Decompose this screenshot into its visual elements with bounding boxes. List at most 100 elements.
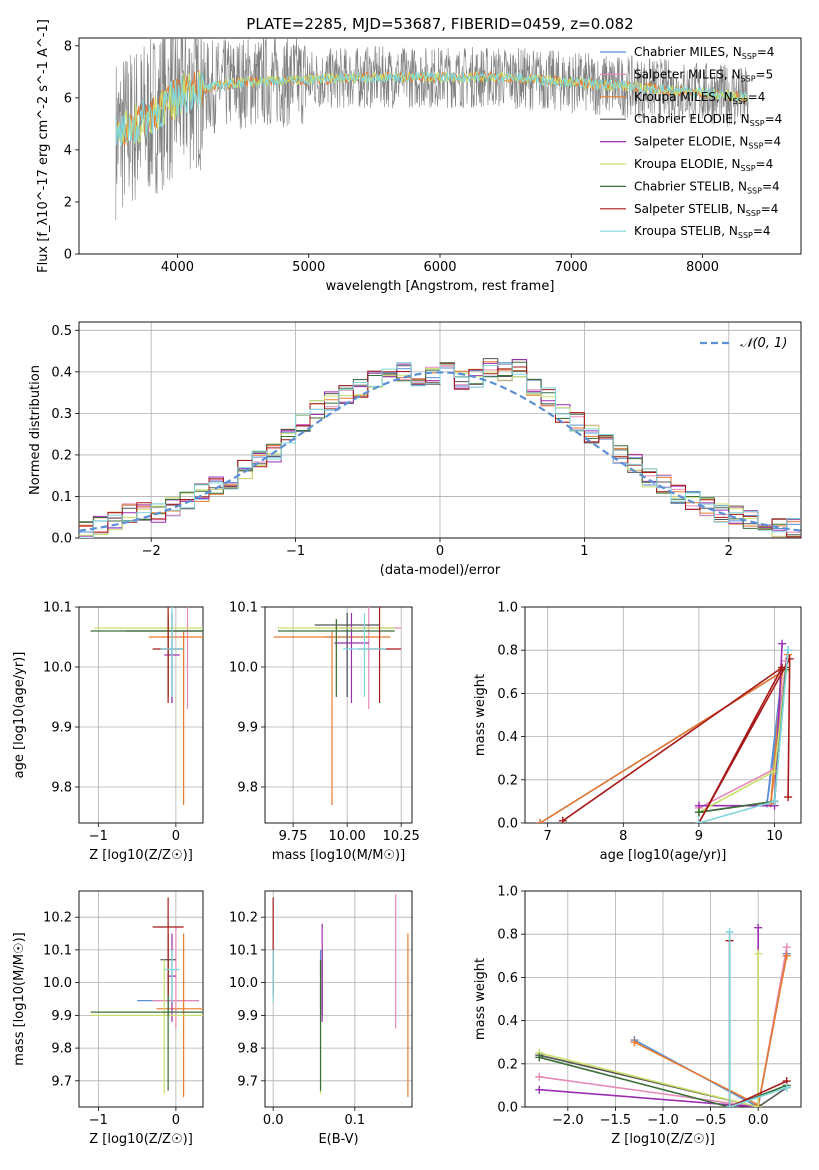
y-tick-label: 2 (64, 195, 72, 210)
x-tick-label: 9.75 (279, 829, 308, 844)
weight-series-line (539, 1056, 787, 1107)
x-tick-label: 0 (172, 829, 180, 844)
x-axis-label: mass [log10(M/M☉)] (272, 848, 405, 863)
x-tick-label: 5000 (292, 260, 325, 275)
y-tick-label: 1.0 (497, 601, 518, 616)
x-tick-label: 8 (619, 829, 627, 844)
weight-series-line (539, 947, 788, 1107)
weight_vs_age-panel: 7 8 9 10 0.0 0.2 0.4 0.6 0.8 1.0 age [log10(age/yr… (473, 601, 802, 863)
y-tick-label: 0.2 (497, 1057, 518, 1072)
x-tick-label: 1 (580, 544, 588, 559)
weight_vs_Z-panel: −2.0 −1.5 −1.0 −0.5 0.0 0.0 0.2 0.4 0.6 0.8 1.0 Z [… (473, 885, 802, 1147)
y-tick-label: 0.6 (497, 687, 518, 702)
weight-point-marker (536, 819, 545, 823)
y-tick-label: 0 (64, 248, 72, 263)
y-tick-label: 0.0 (497, 1101, 518, 1116)
weight-point-marker (754, 1103, 763, 1107)
y-tick-label: 10.0 (43, 661, 72, 676)
y-tick-label: 0.6 (497, 971, 518, 986)
y-tick-label: 9.9 (51, 721, 72, 736)
x-tick-label: −1.0 (647, 1113, 679, 1128)
x-tick-label: −1.5 (600, 1113, 632, 1128)
x-tick-label: −1 (89, 1113, 108, 1128)
normal-curve-line (79, 371, 801, 532)
x-tick-label: 0.1 (344, 1113, 365, 1128)
age_vs_mass-panel: 9.75 10.00 10.25 9.8 9.9 10.0 10.1 mass [log10(… (229, 601, 420, 864)
x-tick-label: 8000 (686, 260, 719, 275)
mass_vs_Z-panel: −1 0 9.7 9.8 9.9 10.0 10.1 10.2 Z [log10(Z/Z☉)] m… (12, 890, 204, 1147)
weight-point-marker (535, 1072, 544, 1081)
weight-point-marker (694, 819, 703, 823)
axes-frame (78, 321, 802, 539)
y-tick-label: 6 (64, 91, 72, 106)
spectrum-legend: Chabrier MILES, NSSP=4 Salpeter MILES, NS… (600, 45, 782, 240)
y-tick-label: 9.9 (51, 1009, 72, 1024)
y-axis-label: Flux [f_λ10^-17 erg cm^-2 s^-1 A^-1] (36, 19, 51, 273)
x-axis-label: E(B-V) (318, 1132, 358, 1147)
y-tick-label: 0.3 (51, 407, 72, 422)
age_vs_mass-errorbars (273, 607, 402, 805)
y-tick-label: 4 (64, 143, 72, 158)
x-tick-label: 2 (725, 544, 733, 559)
mass_vs_ebv-panel: 0.0 0.1 9.7 9.8 9.9 10.0 10.1 10.2 E(B-V) (229, 890, 413, 1147)
weight-point-marker (754, 923, 763, 932)
x-tick-label: 9 (695, 829, 703, 844)
x-axis-label: Z [log10(Z/Z☉)] (89, 848, 193, 863)
legend-entry: 𝒩(0, 1) (740, 336, 787, 351)
weight-point-marker (782, 1083, 791, 1092)
y-tick-label: 0.4 (51, 365, 72, 380)
y-tick-label: 0.4 (497, 730, 518, 745)
y-tick-label: 8 (64, 39, 72, 54)
spectrum-title: PLATE=2285, MJD=53687, FIBERID=0459, z=0… (246, 15, 633, 33)
weight-series-line (539, 1054, 788, 1107)
y-tick-label: 0.5 (51, 324, 72, 339)
x-axis-label: Z [log10(Z/Z☉)] (89, 1132, 193, 1147)
legend-entry: Salpeter ELODIE, NSSP=4 (634, 135, 781, 151)
legend-entry: Chabrier MILES, NSSP=4 (634, 45, 774, 61)
y-tick-label: 10.0 (229, 976, 258, 991)
weight_vs_Z-lines (535, 923, 791, 1107)
legend-entry: Salpeter STELIB, NSSP=4 (634, 202, 778, 218)
y-axis-label: Normed distribution (28, 365, 43, 495)
y-tick-label: 0.2 (497, 773, 518, 788)
x-axis-label: age [log10(age/yr)] (600, 848, 727, 863)
weight-point-marker (725, 1103, 734, 1107)
axes-frame (78, 37, 802, 255)
weight-point-marker (778, 639, 787, 648)
x-tick-label: 10.25 (383, 829, 420, 844)
observed-spectrum-line (115, 38, 749, 221)
legend-entry: Chabrier STELIB, NSSP=4 (634, 179, 780, 195)
y-tick-label: 0.4 (497, 1014, 518, 1029)
y-tick-label: 0.8 (497, 644, 518, 659)
weight-point-marker (535, 1085, 544, 1094)
legend-entry: Salpeter MILES, NSSP=5 (634, 67, 773, 83)
y-axis-label: mass [log10(M/M☉)] (12, 932, 27, 1065)
weight-series-line (728, 932, 787, 1107)
weight-point-marker (535, 1053, 544, 1062)
y-tick-label: 10.0 (43, 976, 72, 991)
y-axis-label: age [log10(age/yr)] (12, 652, 27, 779)
x-tick-label: 0.0 (263, 1113, 284, 1128)
y-tick-label: 9.8 (51, 781, 72, 796)
y-tick-label: 0.8 (497, 928, 518, 943)
axes-frame (78, 890, 204, 1108)
x-tick-label: −1 (89, 829, 108, 844)
legend-entry: Kroupa ELODIE, NSSP=4 (634, 157, 773, 173)
legend-entry: Chabrier ELODIE, NSSP=4 (634, 112, 782, 128)
weight-point-marker (778, 663, 787, 672)
x-tick-label: −2 (142, 544, 161, 559)
legend-entry: Kroupa STELIB, NSSP=4 (634, 224, 771, 240)
x-tick-label: −0.5 (695, 1113, 727, 1128)
y-tick-label: 10.2 (43, 911, 72, 926)
y-tick-label: 0.2 (51, 448, 72, 463)
y-tick-label: 1.0 (497, 885, 518, 900)
axes-frame (78, 606, 204, 824)
x-tick-label: 7000 (555, 260, 588, 275)
y-tick-label: 9.9 (237, 721, 258, 736)
y-tick-label: 9.7 (51, 1074, 72, 1089)
x-tick-label: 0 (172, 1113, 180, 1128)
weight-series-line (539, 953, 759, 1107)
y-tick-label: 10.1 (229, 943, 258, 958)
axes-frame (524, 606, 802, 824)
